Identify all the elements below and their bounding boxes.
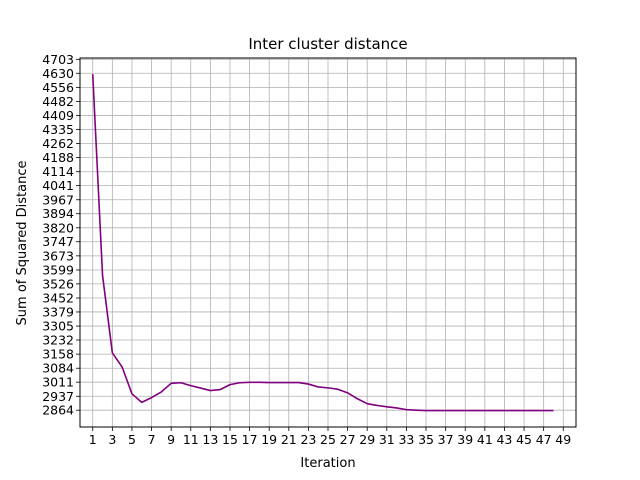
y-tick-label: 3747 — [42, 234, 74, 249]
x-tick-label: 31 — [379, 432, 395, 447]
x-tick-label: 19 — [261, 432, 277, 447]
y-tick-label: 3820 — [42, 220, 74, 235]
y-tick-label: 3894 — [42, 206, 74, 221]
x-tick-label: 13 — [202, 432, 218, 447]
y-tick-label: 3232 — [42, 332, 74, 347]
y-tick-label: 3305 — [42, 319, 74, 334]
y-tick-label: 4041 — [42, 178, 74, 193]
y-tick-label: 3673 — [42, 248, 74, 263]
x-tick-label: 33 — [398, 432, 414, 447]
x-tick-label: 47 — [536, 432, 552, 447]
y-tick-label: 3158 — [42, 347, 74, 362]
y-tick-label: 4630 — [42, 66, 74, 81]
x-tick-label: 49 — [555, 432, 571, 447]
x-tick-label: 9 — [167, 432, 175, 447]
y-tick-label: 4703 — [42, 52, 74, 67]
x-tick-label: 7 — [148, 432, 156, 447]
y-tick-label: 2864 — [42, 403, 74, 418]
x-tick-label: 29 — [359, 432, 375, 447]
x-tick-label: 1 — [89, 432, 97, 447]
y-tick-label: 4188 — [42, 150, 74, 165]
x-tick-label: 23 — [300, 432, 316, 447]
y-tick-label: 3011 — [42, 375, 74, 390]
x-tick-label: 27 — [340, 432, 356, 447]
y-tick-label: 3379 — [42, 304, 74, 319]
grid-lines — [80, 58, 576, 427]
y-tick-label: 3084 — [42, 361, 74, 376]
x-tick-label: 35 — [418, 432, 434, 447]
y-tick-label: 3967 — [42, 192, 74, 207]
y-axis-ticks: 2864293730113084315832323305337934523526… — [42, 52, 80, 418]
x-tick-label: 5 — [128, 432, 136, 447]
x-tick-label: 45 — [516, 432, 532, 447]
y-tick-label: 4335 — [42, 122, 74, 137]
y-tick-label: 4409 — [42, 108, 74, 123]
y-tick-label: 4556 — [42, 80, 74, 95]
x-tick-label: 3 — [108, 432, 116, 447]
x-tick-label: 39 — [457, 432, 473, 447]
series-layer — [91, 74, 554, 412]
x-axis-label: Iteration — [300, 456, 355, 471]
x-axis-ticks: 1 3 5 7 9 11 13 15 17 19 21 23 25 27 29 31 33 35 37 39 41 43 4… — [89, 427, 571, 447]
y-tick-label: 3526 — [42, 276, 74, 291]
x-tick-label: 25 — [320, 432, 336, 447]
x-tick-label: 37 — [438, 432, 454, 447]
y-axis-label: Sum of Squared Distance — [15, 161, 30, 326]
y-tick-label: 3599 — [42, 262, 74, 277]
x-tick-label: 11 — [183, 432, 199, 447]
y-tick-label: 2937 — [42, 389, 74, 404]
y-tick-label: 4262 — [42, 136, 74, 151]
x-tick-label: 43 — [496, 432, 512, 447]
y-tick-label: 4114 — [42, 164, 74, 179]
y-tick-label: 3452 — [42, 291, 74, 306]
series-line — [91, 74, 554, 412]
x-tick-label: 15 — [222, 432, 238, 447]
chart-title: Inter cluster distance — [248, 35, 407, 53]
x-tick-label: 17 — [242, 432, 258, 447]
x-tick-label: 21 — [281, 432, 297, 447]
x-tick-label: 41 — [477, 432, 493, 447]
y-tick-label: 4482 — [42, 94, 74, 109]
